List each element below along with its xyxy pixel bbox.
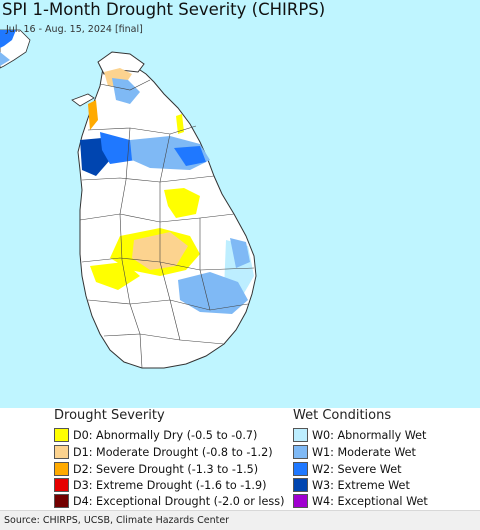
legend-item-w2: W2: Severe Wet bbox=[293, 461, 401, 477]
legend-swatch-d2 bbox=[54, 462, 69, 476]
southwest-dry-patch bbox=[90, 262, 140, 290]
central-dry-patch bbox=[164, 188, 200, 218]
legend-item-w4: W4: Exceptional Wet bbox=[293, 493, 428, 509]
legend-swatch-d4 bbox=[54, 494, 69, 508]
legend-item-d3: D3: Extreme Drought (-1.6 to -1.9) bbox=[54, 477, 266, 493]
legend-swatch-d1 bbox=[54, 445, 69, 459]
legend-item-w0: W0: Abnormally Wet bbox=[293, 427, 426, 443]
drought-legend-heading: Drought Severity bbox=[54, 408, 165, 423]
wet-legend-heading: Wet Conditions bbox=[293, 408, 392, 423]
legend-label-d3: D3: Extreme Drought (-1.6 to -1.9) bbox=[73, 478, 267, 492]
india-coast-blue bbox=[0, 52, 10, 66]
legend-item-d4: D4: Exceptional Drought (-2.0 or less) bbox=[54, 493, 284, 509]
legend-swatch-w0 bbox=[293, 428, 308, 442]
map-title: SPI 1-Month Drought Severity (CHIRPS) bbox=[2, 0, 326, 19]
legend-label-d0: D0: Abnormally Dry (-0.5 to -0.7) bbox=[73, 428, 258, 442]
mannar-island bbox=[71, 93, 95, 107]
east-dry-strip bbox=[176, 114, 184, 134]
legend-swatch-w2 bbox=[293, 462, 308, 476]
legend-label-d1: D1: Moderate Drought (-0.8 to -1.2) bbox=[73, 445, 273, 459]
legend-item-d1: D1: Moderate Drought (-0.8 to -1.2) bbox=[54, 444, 273, 460]
footer-bar: Source: CHIRPS, UCSB, Climate Hazards Ce… bbox=[0, 510, 480, 530]
map-panel: SPI 1-Month Drought Severity (CHIRPS) Ju… bbox=[0, 0, 480, 408]
legend-swatch-w1 bbox=[293, 445, 308, 459]
legend-item-d2: D2: Severe Drought (-1.3 to -1.5) bbox=[54, 461, 258, 477]
sri-lanka-island bbox=[77, 55, 257, 369]
legend-swatch-d0 bbox=[54, 428, 69, 442]
legend-swatch-d3 bbox=[54, 478, 69, 492]
west-severe-drought bbox=[88, 100, 98, 130]
india-wet-patch bbox=[0, 30, 16, 48]
legend-label-w0: W0: Abnormally Wet bbox=[312, 428, 427, 442]
northwest-severe-wet bbox=[100, 132, 136, 164]
legend-label-w4: W4: Exceptional Wet bbox=[312, 494, 428, 508]
map-subtitle: Jul. 16 - Aug. 15, 2024 [final] bbox=[6, 24, 143, 35]
legend-label-d4: D4: Exceptional Drought (-2.0 or less) bbox=[73, 494, 285, 508]
legend-swatch-w4 bbox=[293, 494, 308, 508]
southeast-moderate-wet bbox=[178, 272, 248, 314]
north-wet-patch bbox=[112, 78, 140, 104]
east-moderate-wet bbox=[230, 238, 250, 268]
central-severe-wet bbox=[174, 146, 206, 166]
legend-label-w3: W3: Extreme Wet bbox=[312, 478, 410, 492]
legend-item-d0: D0: Abnormally Dry (-0.5 to -0.7) bbox=[54, 427, 257, 443]
legend-item-w1: W1: Moderate Wet bbox=[293, 444, 416, 460]
legend-label-w1: W1: Moderate Wet bbox=[312, 445, 416, 459]
sri-lanka-map bbox=[0, 29, 257, 369]
legend-label-d2: D2: Severe Drought (-1.3 to -1.5) bbox=[73, 462, 259, 476]
legend-label-w2: W2: Severe Wet bbox=[312, 462, 402, 476]
source-credit: Source: CHIRPS, UCSB, Climate Hazards Ce… bbox=[4, 515, 230, 526]
legend-swatch-w3 bbox=[293, 478, 308, 492]
district-boundaries bbox=[79, 79, 255, 369]
legend-item-w3: W3: Extreme Wet bbox=[293, 477, 410, 493]
